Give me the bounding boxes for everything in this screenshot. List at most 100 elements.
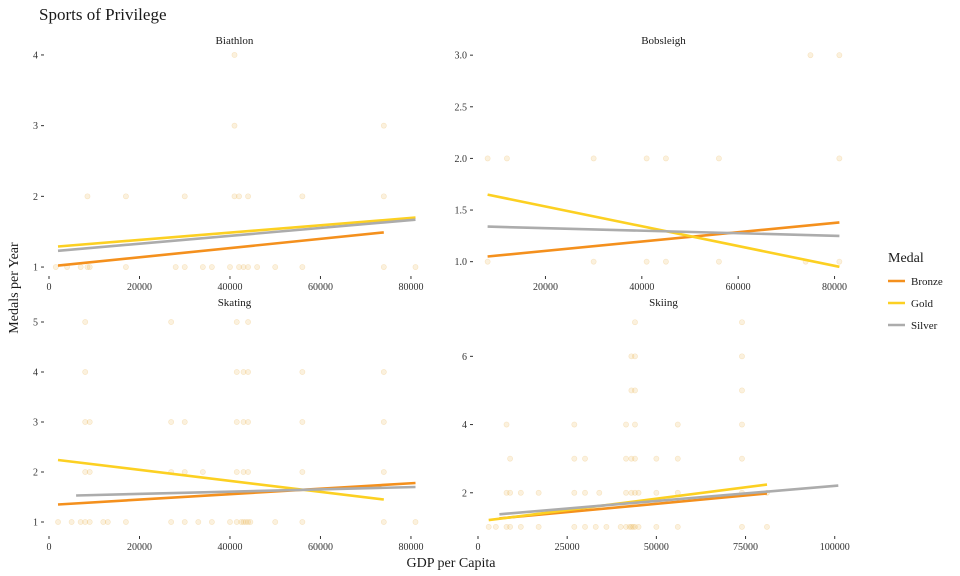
data-point: [503, 489, 510, 496]
data-point: [181, 469, 188, 475]
y-tick-label: 2.0: [455, 154, 468, 165]
x-tick-label: 60000: [308, 542, 333, 553]
data-point: [240, 519, 247, 525]
data-point: [233, 319, 240, 325]
data-point: [82, 519, 89, 525]
data-point: [632, 489, 638, 496]
data-point: [623, 455, 629, 462]
facet-label: Bobsleigh: [641, 35, 686, 47]
data-point: [233, 419, 240, 425]
y-tick-label: 2.5: [455, 102, 468, 113]
data-point: [632, 455, 638, 462]
data-point: [628, 523, 635, 530]
data-point: [503, 421, 510, 428]
data-point: [77, 519, 84, 525]
data-point: [82, 369, 89, 375]
data-point: [195, 519, 202, 525]
x-tick-label: 40000: [629, 282, 654, 293]
data-point: [245, 369, 251, 375]
data-point: [628, 489, 635, 496]
legend-item-silver: Silver: [888, 320, 938, 332]
data-point: [208, 519, 215, 525]
x-tick-label: 0: [476, 542, 481, 553]
data-point: [632, 353, 638, 360]
data-point: [643, 258, 650, 265]
data-point: [836, 258, 843, 265]
data-point: [233, 469, 240, 475]
data-point: [380, 122, 387, 129]
data-point: [240, 369, 247, 375]
data-point: [380, 193, 387, 200]
data-point: [82, 469, 89, 475]
data-point: [836, 52, 843, 59]
data-point: [492, 523, 499, 530]
data-point: [653, 455, 660, 462]
x-tick-label: 60000: [726, 282, 751, 293]
x-tick-label: 0: [47, 542, 52, 553]
facet-label: Skiing: [649, 297, 678, 309]
data-point: [571, 455, 578, 462]
data-point: [240, 419, 247, 425]
data-point: [236, 193, 242, 200]
data-point: [245, 319, 251, 325]
data-point: [299, 469, 306, 475]
legend: Medal Bronze Gold Silver: [888, 251, 943, 332]
data-point: [617, 523, 624, 530]
y-tick-label: 3: [33, 121, 38, 132]
data-point: [590, 258, 597, 265]
data-point: [535, 489, 542, 496]
data-point: [52, 264, 59, 270]
data-point: [55, 519, 61, 525]
legend-item-bronze: Bronze: [888, 276, 943, 288]
data-point: [412, 264, 419, 270]
data-point: [233, 519, 240, 525]
data-point: [84, 193, 91, 200]
data-point: [236, 264, 242, 270]
trend-line-bronze: [57, 481, 416, 506]
data-point: [628, 387, 635, 394]
data-point: [380, 519, 387, 525]
panel-skating: Skating 1 2 3 4 5 0 20000 40000 60000 80000: [33, 297, 423, 553]
data-point: [299, 193, 306, 200]
data-point: [674, 455, 681, 462]
data-point: [507, 489, 514, 496]
data-point: [623, 421, 629, 428]
data-point: [84, 264, 91, 270]
data-point: [68, 519, 75, 525]
data-point: [485, 523, 492, 530]
data-point: [632, 387, 638, 394]
data-point: [231, 122, 238, 129]
data-point: [653, 523, 660, 530]
data-point: [716, 155, 722, 162]
data-point: [517, 489, 524, 496]
data-point: [272, 264, 279, 270]
data-point: [635, 523, 642, 530]
trend-line-gold: [57, 458, 384, 501]
data-point: [380, 419, 387, 425]
data-point: [245, 264, 251, 270]
x-tick-label: 40000: [217, 542, 242, 553]
data-point: [168, 419, 175, 425]
data-point: [630, 523, 637, 530]
trend-line-bronze: [487, 221, 840, 258]
data-point: [739, 319, 745, 326]
x-tick-label: 80000: [822, 282, 847, 293]
data-point: [571, 523, 578, 530]
chart-title: Sports of Privilege: [39, 5, 167, 24]
data-point: [172, 264, 179, 270]
data-point: [168, 519, 175, 525]
data-point: [663, 155, 669, 162]
data-point: [208, 264, 215, 270]
y-tick-label: 3.0: [455, 51, 468, 62]
trend-line-silver: [487, 225, 840, 238]
data-point: [592, 523, 599, 530]
x-tick-label: 75000: [733, 542, 758, 553]
data-point: [247, 519, 254, 525]
data-point: [632, 523, 638, 530]
data-point: [504, 155, 510, 162]
data-point: [86, 264, 93, 270]
data-point: [245, 193, 251, 200]
data-point: [582, 489, 588, 496]
data-point: [635, 489, 642, 496]
data-point: [231, 193, 238, 200]
